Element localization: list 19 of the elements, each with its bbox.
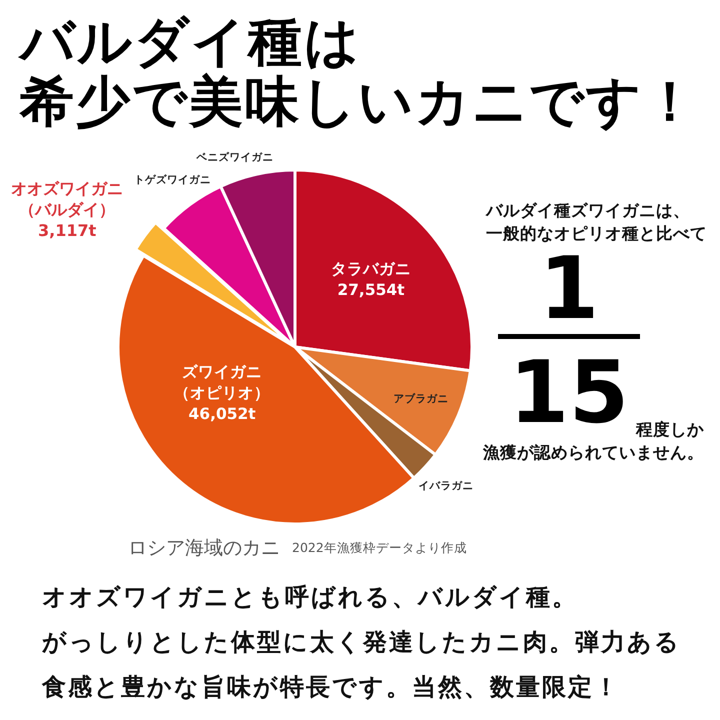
data-label: 3,117t [38, 220, 97, 240]
slice-label: アブラガニ [393, 392, 448, 406]
text: ロシア海域のカニ [128, 536, 280, 560]
data-label: 46,052t [188, 405, 256, 424]
slice-label: イバラガニ [418, 480, 474, 492]
data-label: 27,554t [337, 281, 406, 300]
slice-label: オオズワイガニ（バルダイ） [11, 178, 124, 219]
text: 程度しか [636, 419, 704, 441]
text: バルダイ種ズワイガニは、 [486, 200, 690, 222]
slice-label: ズワイガニ（オピリオ） [174, 363, 270, 402]
slice-label: タラバガニ [330, 260, 411, 278]
text: 2022年漁獲枠データより作成 [292, 540, 467, 556]
chart-title: バルダイ種は希少で美味しいカニです！ [20, 10, 699, 133]
slice-label: トゲズワイガニ [134, 172, 211, 186]
text: 漁獲が認められていません。 [483, 442, 704, 464]
text: オオズワイガニとも呼ばれる、バルダイ種。 [42, 582, 578, 613]
text: 15 [509, 343, 629, 443]
text: がっしりとした体型に太く発達したカニ肉。弾力ある食感と豊かな旨味が特長です。当然、数量限定！ [42, 627, 682, 703]
slice-label: ベニズワイガニ [196, 150, 274, 164]
